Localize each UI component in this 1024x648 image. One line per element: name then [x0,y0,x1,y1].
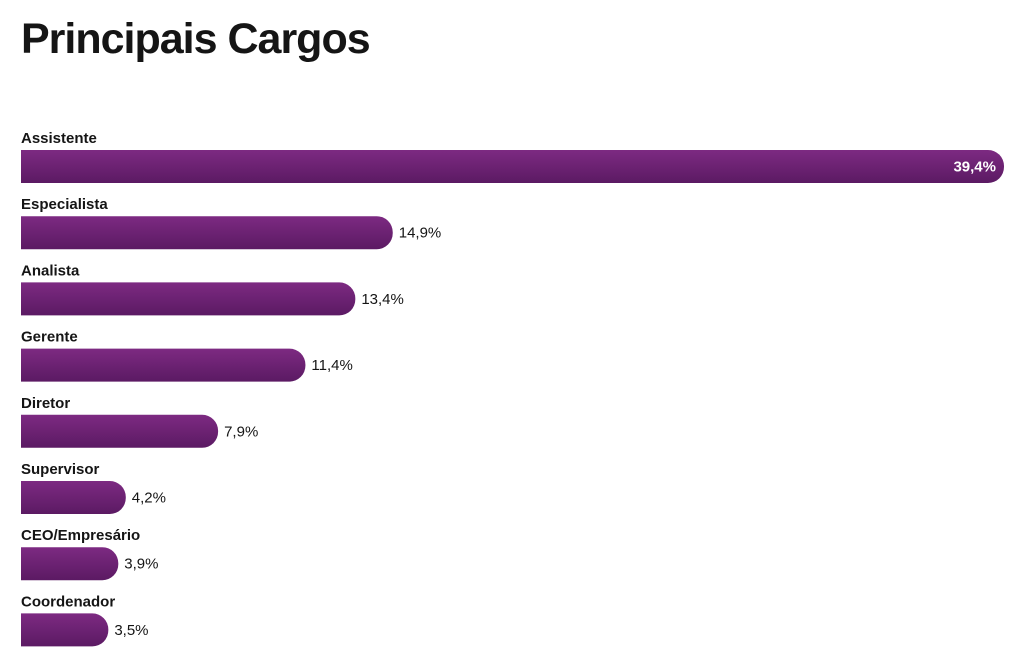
value-label: 3,9% [124,556,158,573]
value-label: 39,4% [953,159,996,176]
category-label: Supervisor [21,461,100,478]
bar [21,481,126,514]
bars-group: Assistente 39,4% Especialista 14,9% Analista… [21,130,1004,647]
value-label: 7,9% [224,423,258,440]
bar [21,348,306,382]
value-label: 11,4% [311,357,352,374]
bar [21,414,219,448]
bar [21,150,1004,183]
bar [21,216,393,250]
category-label: Analista [21,262,80,279]
category-label: Diretor [21,395,70,412]
value-label: 14,9% [399,225,442,242]
category-label: CEO/Empresário [21,527,140,544]
chart-title: Principais Cargos [21,15,371,63]
category-label: Especialista [21,196,108,213]
category-label: Assistente [21,130,97,147]
bar [21,282,356,316]
value-label: 3,5% [114,622,148,639]
category-label: Gerente [21,329,78,346]
bar [21,613,109,647]
category-label: Coordenador [21,593,115,610]
value-label: 4,2% [132,490,166,507]
value-label: 13,4% [361,291,404,308]
bar [21,547,119,581]
